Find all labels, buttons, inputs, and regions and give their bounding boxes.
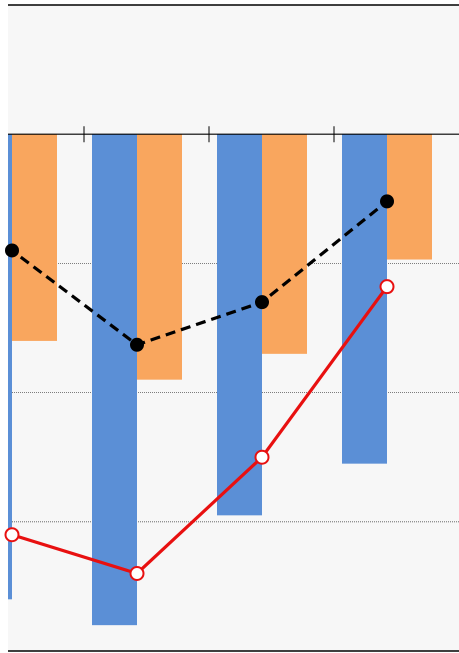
data-point [254,449,270,465]
bar [387,134,432,260]
bar [342,134,387,464]
data-point [255,295,269,310]
bar [8,134,12,600]
bar [217,134,262,516]
data-point [130,337,144,352]
data-point [380,194,394,209]
data-point [5,243,19,258]
bar [262,134,307,354]
data-point [379,279,395,295]
data-point [4,527,20,543]
bar [12,134,57,341]
bar [92,134,137,626]
data-point [129,565,145,581]
